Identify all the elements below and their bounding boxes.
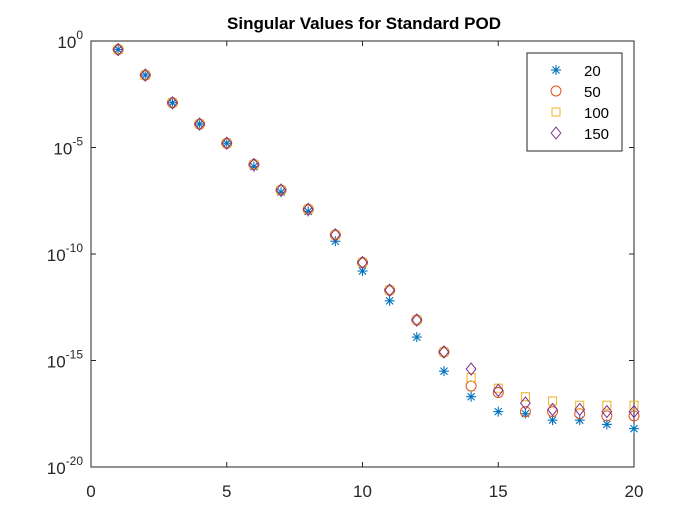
data-point-square	[385, 285, 395, 295]
data-point-diamond	[302, 202, 314, 217]
chart-title: Singular Values for Standard POD	[227, 14, 501, 33]
data-point-diamond	[248, 157, 260, 172]
y-tick-base: 10	[47, 246, 66, 265]
data-point-square	[575, 400, 585, 410]
data-point-diamond	[221, 136, 233, 151]
legend-entry: 100	[551, 105, 609, 122]
data-point-diamond	[112, 42, 124, 57]
data-point-square	[520, 392, 530, 402]
x-tick-label: 5	[222, 482, 231, 501]
data-point-asterisk	[629, 423, 639, 434]
x-tick-label: 15	[489, 482, 508, 501]
data-point-diamond	[601, 404, 613, 419]
y-tick-exponent: -15	[66, 348, 84, 362]
x-tick-label: 0	[86, 482, 95, 501]
data-point-square	[249, 160, 259, 170]
y-tick-base: 10	[47, 459, 66, 478]
legend-entry: 20	[551, 63, 601, 80]
legend-entry: 50	[550, 84, 601, 101]
y-tick-label: 10-5	[53, 135, 83, 159]
data-point-diamond	[465, 362, 477, 376]
data-point-square	[629, 400, 639, 410]
data-point-circle	[547, 406, 559, 418]
data-markers	[112, 42, 640, 434]
data-point-asterisk	[493, 406, 504, 417]
data-point-asterisk	[438, 366, 449, 377]
data-point-square	[358, 258, 367, 268]
data-point-asterisk	[520, 408, 531, 419]
data-point-square	[167, 98, 177, 108]
legend-entry: 150	[550, 126, 609, 143]
data-point-square	[548, 396, 558, 406]
y-tick-base: 10	[57, 33, 76, 52]
data-point-square	[412, 315, 422, 325]
data-point-diamond	[384, 283, 396, 298]
y-tick-label: 10-20	[47, 454, 84, 478]
legend-label: 20	[584, 63, 601, 80]
legend: 20 50 100 150	[526, 52, 623, 152]
legend-marker-diamond	[550, 126, 562, 140]
series-150	[112, 42, 640, 419]
data-point-diamond	[628, 404, 640, 419]
data-point-diamond	[357, 255, 368, 270]
data-point-square	[195, 119, 205, 129]
data-point-diamond	[411, 313, 423, 327]
x-tick-label: 10	[353, 482, 372, 501]
data-point-diamond	[438, 345, 450, 359]
data-point-circle	[492, 386, 504, 398]
data-point-diamond	[492, 383, 504, 398]
data-point-circle	[601, 410, 613, 422]
data-point-diamond	[167, 95, 178, 110]
y-tick-base: 10	[53, 140, 72, 159]
legend-marker-square	[551, 107, 561, 117]
data-point-asterisk	[411, 332, 422, 343]
data-point-diamond	[574, 402, 586, 417]
data-point-diamond	[194, 117, 206, 131]
data-point-square	[222, 138, 232, 148]
legend-label: 150	[584, 126, 609, 143]
data-point-diamond	[139, 68, 151, 82]
series-100	[113, 45, 639, 410]
legend-label: 50	[584, 84, 601, 101]
data-point-square	[466, 373, 476, 383]
y-tick-label: 100	[57, 28, 83, 52]
data-point-circle	[519, 406, 531, 418]
y-tick-exponent: -10	[66, 241, 84, 255]
data-point-square	[140, 70, 150, 80]
legend-label: 100	[584, 105, 609, 122]
y-tick-exponent: 0	[76, 28, 83, 42]
legend-box	[526, 52, 623, 152]
data-point-asterisk	[357, 266, 368, 277]
y-tick-base: 10	[47, 353, 66, 372]
data-point-asterisk	[466, 391, 477, 402]
data-point-asterisk	[384, 295, 395, 306]
y-tick-label: 10-10	[47, 241, 84, 265]
data-point-diamond	[275, 183, 287, 197]
data-point-square	[113, 45, 123, 55]
data-point-square	[330, 230, 340, 240]
data-point-diamond	[547, 402, 558, 417]
legend-marker-circle	[550, 85, 562, 97]
y-tick-exponent: -5	[72, 135, 83, 149]
data-point-diamond	[329, 228, 341, 242]
data-point-square	[276, 185, 286, 195]
y-tick-label: 10-15	[47, 348, 84, 372]
x-axis: 0 5 10 15 20	[86, 41, 643, 501]
data-point-square	[303, 204, 313, 214]
data-point-diamond	[519, 396, 531, 410]
data-point-circle	[628, 410, 640, 422]
y-tick-exponent: -20	[66, 454, 84, 468]
data-point-square	[602, 400, 612, 410]
legend-marker-asterisk	[551, 65, 561, 75]
data-point-square	[439, 347, 449, 357]
x-tick-label: 20	[625, 482, 644, 501]
